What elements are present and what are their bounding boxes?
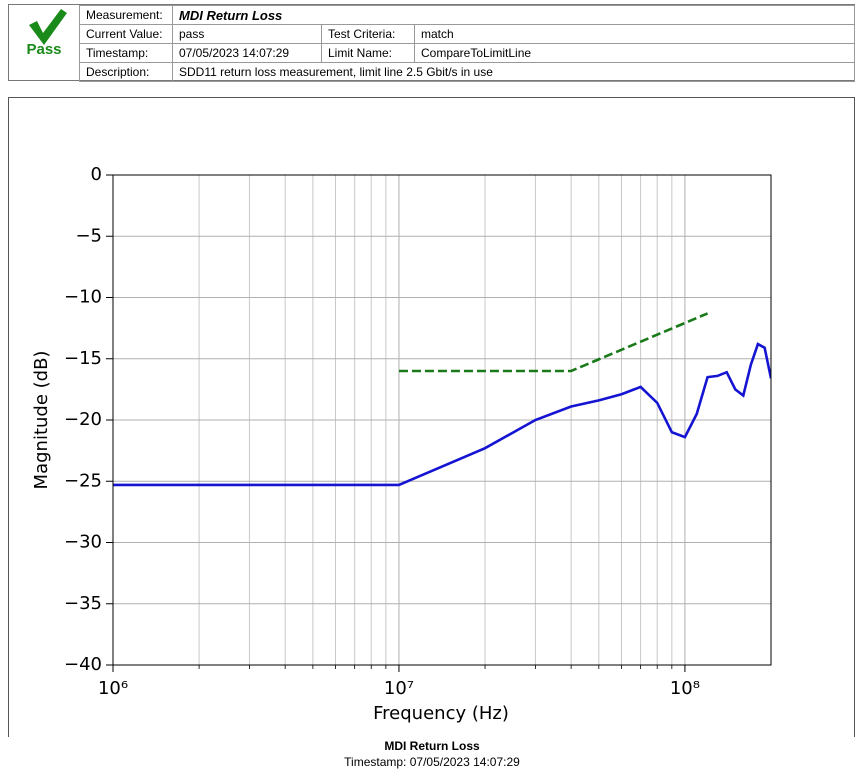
cell-value: SDD11 return loss measurement, limit lin… xyxy=(172,62,855,82)
pass-badge: Pass xyxy=(9,5,79,80)
y-tick-label: −10 xyxy=(64,287,102,308)
row: Measurement: MDI Return Loss xyxy=(79,5,855,25)
result-table: Measurement: MDI Return Loss Current Val… xyxy=(79,5,855,82)
footer-title: MDI Return Loss xyxy=(384,739,480,753)
y-tick-label: −25 xyxy=(64,470,102,491)
chart: Frequency (Hz) Magnitude (dB) 10⁶ 10⁷ 10⁸ −… xyxy=(31,164,772,724)
pass-icon: Pass xyxy=(26,9,67,58)
y-tick-label: −5 xyxy=(75,225,102,246)
y-axis-label: Magnitude (dB) xyxy=(31,351,52,490)
row: Description: SDD11 return loss measureme… xyxy=(79,62,855,82)
result-header: Pass Measurement: MDI Return Loss Curren… xyxy=(8,4,855,82)
cell-label: Test Criteria: xyxy=(321,24,415,44)
row: Current Value: pass Test Criteria: match xyxy=(79,24,855,44)
status: Pass xyxy=(26,41,61,58)
x-tick-label: 10⁷ xyxy=(384,678,414,699)
data-line xyxy=(398,312,709,373)
footer: MDI Return Loss Timestamp: 07/05/2023 14… xyxy=(0,738,864,770)
checkmark xyxy=(29,9,67,45)
footer-timestamp: Timestamp: 07/05/2023 14:07:29 xyxy=(344,755,520,769)
cell-label: Measurement: xyxy=(79,5,173,25)
y-tick-label: −15 xyxy=(64,348,102,369)
y-tick-label: −30 xyxy=(64,532,102,553)
cell-value: MDI Return Loss xyxy=(172,5,855,25)
cell-label: Limit Name: xyxy=(321,43,415,63)
chart-frame xyxy=(8,97,855,737)
x-tick-label: 10⁸ xyxy=(670,678,700,699)
data-line xyxy=(113,342,771,487)
x-tick-label: 10⁶ xyxy=(98,678,128,699)
cell-label: Description: xyxy=(79,62,173,82)
cell-value: 07/05/2023 14:07:29 xyxy=(172,43,322,63)
y-tick-label: −40 xyxy=(64,654,102,675)
x-axis-label: Frequency (Hz) xyxy=(373,703,509,724)
y-tick-label: −20 xyxy=(64,409,102,430)
plot-border xyxy=(112,174,772,666)
y-tick-label: 0 xyxy=(91,164,102,185)
y-tick-label: −35 xyxy=(64,593,102,614)
